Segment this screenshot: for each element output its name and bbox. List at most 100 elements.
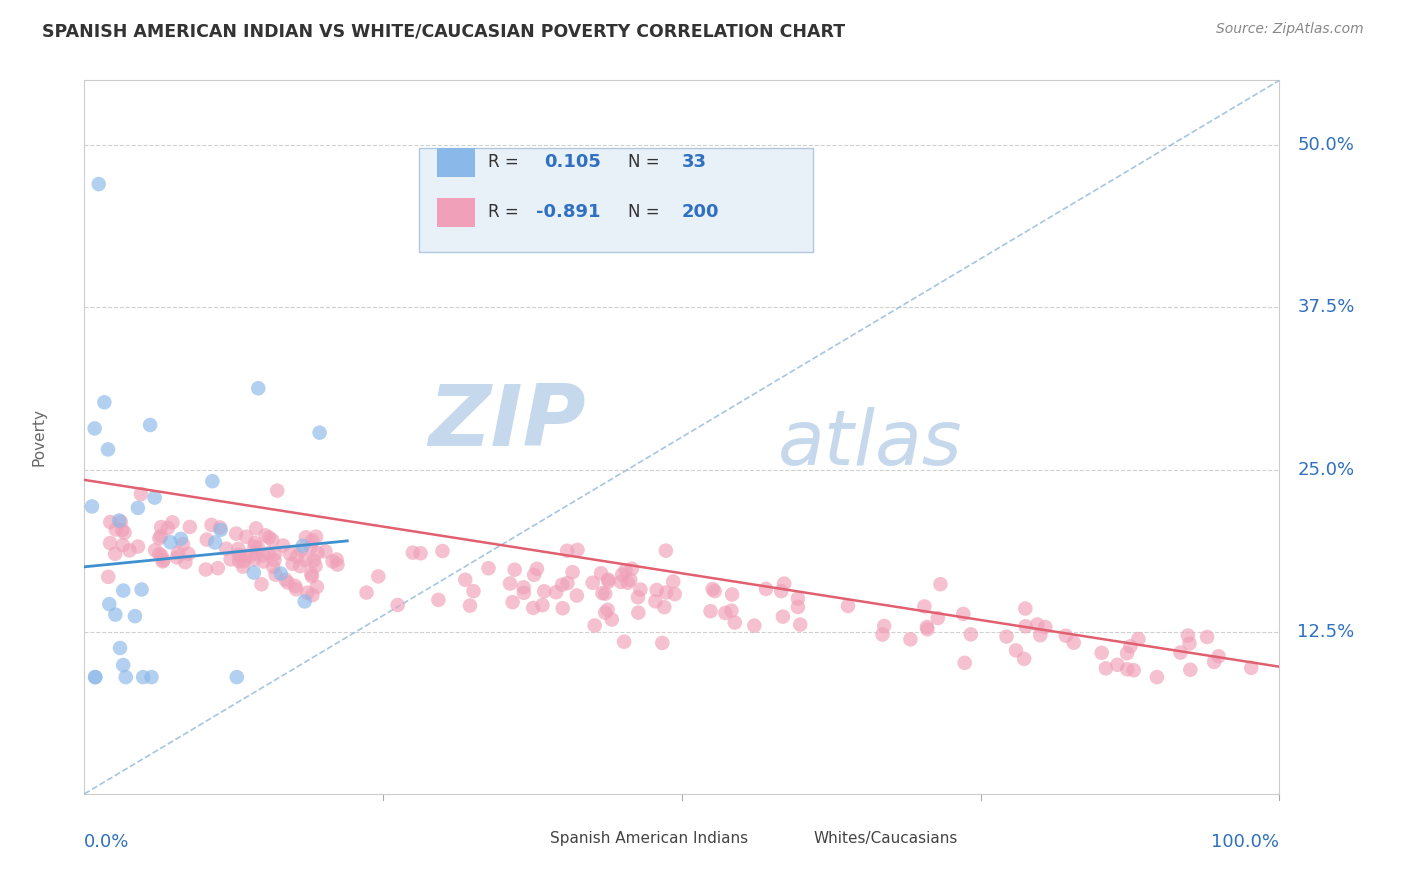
Point <box>367 569 389 583</box>
Point <box>912 599 935 614</box>
Point <box>627 591 650 605</box>
Point <box>172 537 194 551</box>
Point <box>291 539 314 553</box>
Point <box>596 603 619 617</box>
Point <box>263 553 285 567</box>
Point <box>959 627 981 641</box>
Point <box>773 576 796 591</box>
Point <box>97 570 120 584</box>
Point <box>166 550 188 565</box>
Point <box>502 595 524 609</box>
Point <box>177 547 200 561</box>
Point <box>228 554 250 568</box>
Point <box>789 617 811 632</box>
Point <box>1116 662 1139 676</box>
Point <box>561 565 583 579</box>
Text: N =: N = <box>628 203 659 221</box>
Point <box>1177 628 1199 642</box>
Point <box>927 611 949 625</box>
Point <box>235 530 257 544</box>
Point <box>463 584 485 599</box>
Point <box>150 549 173 563</box>
Point <box>1240 661 1263 675</box>
Point <box>744 618 766 632</box>
Point <box>118 543 141 558</box>
Point <box>305 580 328 594</box>
Point <box>243 536 266 550</box>
FancyBboxPatch shape <box>437 148 475 177</box>
Point <box>458 599 481 613</box>
Point <box>254 528 277 542</box>
Point <box>699 604 721 618</box>
Point <box>645 582 668 597</box>
Point <box>591 586 613 600</box>
Point <box>929 577 952 591</box>
Text: 100.0%: 100.0% <box>1212 833 1279 851</box>
Point <box>873 619 896 633</box>
Point <box>619 573 641 587</box>
Text: 0.105: 0.105 <box>544 153 602 171</box>
Point <box>201 474 224 488</box>
Point <box>644 594 666 608</box>
Point <box>257 531 280 545</box>
Point <box>1026 617 1049 632</box>
Text: Poverty: Poverty <box>31 408 46 467</box>
Point <box>1107 657 1129 672</box>
Point <box>299 541 322 555</box>
Point <box>1119 640 1142 654</box>
Point <box>526 562 548 576</box>
Point <box>111 523 134 537</box>
Point <box>277 575 299 590</box>
Point <box>87 177 110 191</box>
Point <box>194 562 217 576</box>
Point <box>513 586 536 600</box>
Point <box>247 381 270 395</box>
Point <box>952 607 974 621</box>
Point <box>295 530 318 544</box>
Point <box>219 552 242 566</box>
Point <box>245 547 267 561</box>
Point <box>598 573 620 587</box>
Point <box>98 515 121 529</box>
Point <box>322 554 344 568</box>
Point <box>1095 661 1118 675</box>
Point <box>285 549 308 564</box>
Point <box>143 491 166 505</box>
Point <box>531 598 554 612</box>
Point <box>243 552 266 566</box>
Point <box>226 541 249 556</box>
Point <box>204 535 226 549</box>
Point <box>616 575 638 590</box>
Point <box>266 483 288 498</box>
Point <box>104 547 127 561</box>
Point <box>523 567 546 582</box>
Point <box>104 523 127 537</box>
Text: atlas: atlas <box>778 408 962 481</box>
Point <box>522 601 544 615</box>
Point <box>427 593 450 607</box>
Point <box>149 529 172 543</box>
Point <box>167 546 190 560</box>
Point <box>250 577 273 591</box>
Point <box>724 615 747 630</box>
Text: R =: R = <box>488 203 519 221</box>
Point <box>995 630 1018 644</box>
Point <box>402 546 425 560</box>
Point <box>290 559 312 574</box>
Point <box>246 541 269 555</box>
Point <box>127 540 149 554</box>
Point <box>174 555 197 569</box>
Point <box>325 552 347 566</box>
Point <box>129 487 152 501</box>
Point <box>297 585 319 599</box>
Point <box>314 544 336 558</box>
Point <box>179 520 201 534</box>
Point <box>271 539 294 553</box>
FancyBboxPatch shape <box>778 830 804 851</box>
Point <box>627 606 650 620</box>
Point <box>1180 663 1202 677</box>
Point <box>305 530 328 544</box>
Text: 12.5%: 12.5% <box>1298 623 1354 640</box>
Point <box>301 588 323 602</box>
Point <box>270 566 292 581</box>
